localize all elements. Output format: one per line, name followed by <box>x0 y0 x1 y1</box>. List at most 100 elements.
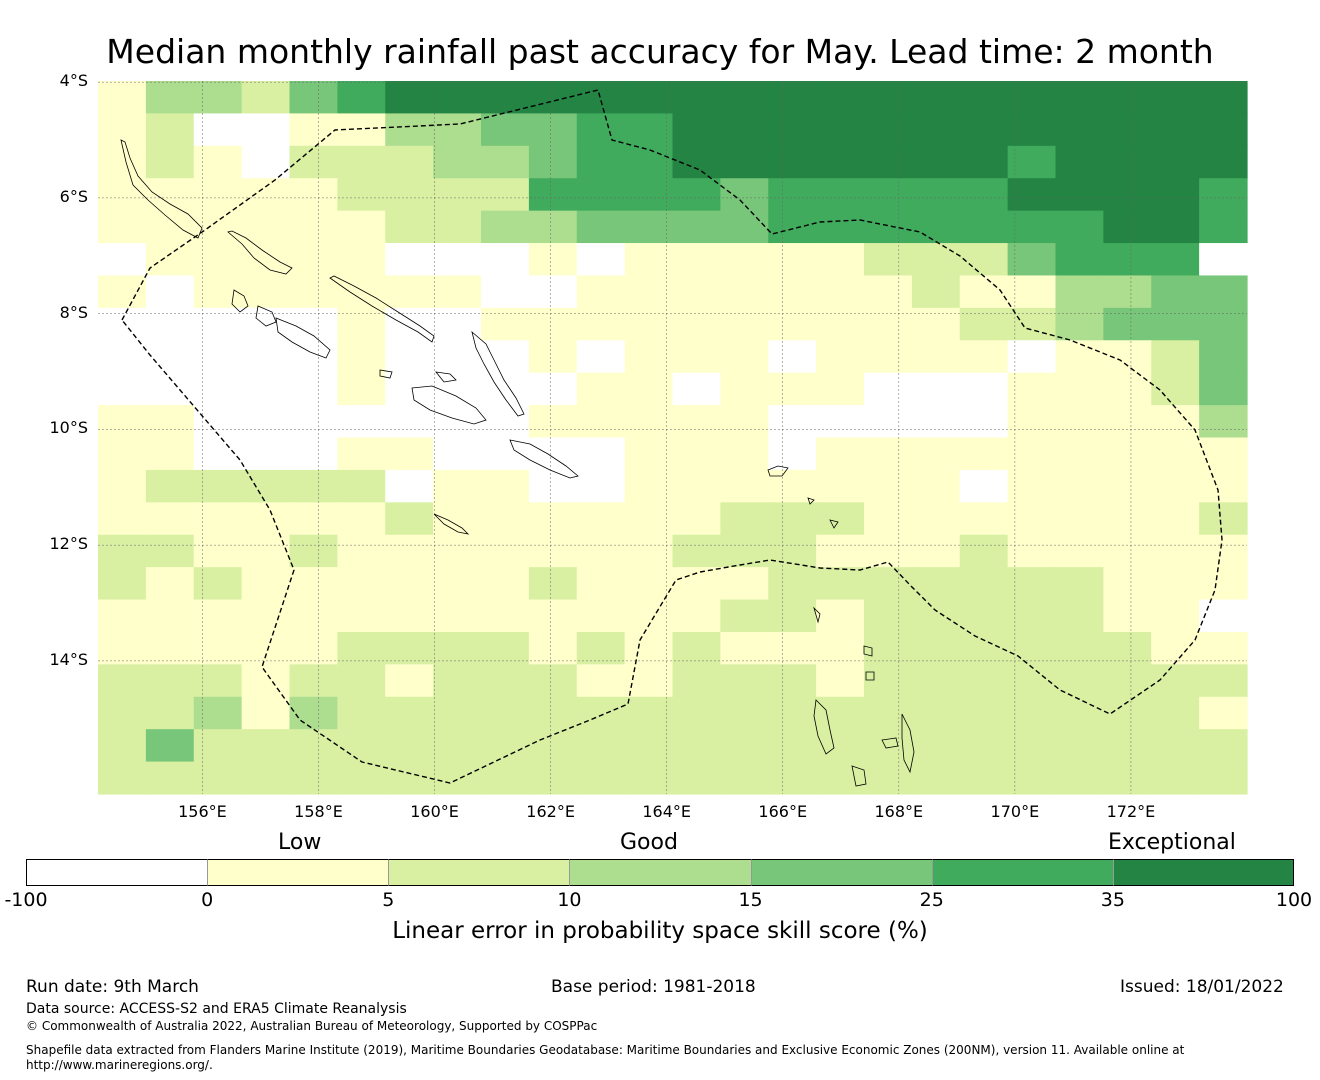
grid-cell <box>911 145 961 179</box>
grid-cell <box>241 696 291 730</box>
grid-cell <box>193 243 243 277</box>
grid-cell <box>433 631 482 665</box>
grid-cell <box>864 145 913 179</box>
grid-cell <box>528 210 578 244</box>
grid-cell <box>385 631 434 665</box>
grid-cell <box>720 113 769 147</box>
grid-cell <box>1055 81 1104 115</box>
grid-cell <box>193 696 243 730</box>
grid-cell <box>98 145 147 179</box>
grid-cell <box>768 469 817 503</box>
grid-cell <box>528 729 578 763</box>
grid-cell <box>289 81 338 115</box>
grid-cell <box>1007 761 1057 795</box>
grid-cell <box>1007 405 1057 439</box>
grid-cell <box>145 502 195 536</box>
grid-cell <box>433 243 482 277</box>
grid-cell <box>1055 437 1104 471</box>
grid-cell <box>193 567 243 601</box>
grid-cell <box>1199 178 1248 212</box>
grid-cell <box>193 599 243 633</box>
island-outline <box>863 645 873 657</box>
grid-cell <box>1151 469 1200 503</box>
grid-cell <box>98 469 147 503</box>
grid-cell <box>145 178 195 212</box>
grid-cell <box>145 405 195 439</box>
grid-cell <box>1103 567 1152 601</box>
grid-cell <box>385 567 434 601</box>
grid-cell <box>337 567 386 601</box>
grid-cell <box>289 307 338 341</box>
grid-cell <box>624 81 674 115</box>
grid-cell <box>1199 275 1248 309</box>
grid-cell <box>528 567 578 601</box>
island-outline <box>231 289 249 313</box>
grid-cell <box>241 145 291 179</box>
island-outline <box>433 513 470 535</box>
grid-cell <box>98 178 147 212</box>
grid-cell <box>98 307 147 341</box>
grid-cell <box>385 81 434 115</box>
grid-cell <box>98 567 147 601</box>
grid-cell <box>433 567 482 601</box>
grid-cell <box>1151 405 1200 439</box>
grid-cell <box>816 469 865 503</box>
grid-cell <box>241 405 291 439</box>
grid-cell <box>864 113 913 147</box>
grid-cell <box>481 275 530 309</box>
grid-cell <box>241 178 291 212</box>
grid-cell <box>337 502 386 536</box>
grid-cell <box>289 275 338 309</box>
grid-cell <box>145 307 195 341</box>
grid-cell <box>576 599 626 633</box>
grid-cell <box>768 631 817 665</box>
island-outline <box>901 713 915 774</box>
island-outline <box>767 465 789 477</box>
grid-cell <box>816 599 865 633</box>
grid-cell <box>1151 340 1200 374</box>
grid-cell <box>816 210 865 244</box>
grid-cell <box>816 567 865 601</box>
grid-cell <box>959 469 1009 503</box>
grid-cell <box>864 372 913 406</box>
grid-cell <box>720 599 769 633</box>
grid-cell <box>864 696 913 730</box>
grid-cell <box>193 275 243 309</box>
grid-cell <box>481 405 530 439</box>
island-outline <box>807 497 815 505</box>
grid-cell <box>1151 696 1200 730</box>
grid-cell <box>911 437 961 471</box>
grid-cell <box>289 405 338 439</box>
grid-cell <box>481 210 530 244</box>
grid-cell <box>911 340 961 374</box>
grid-cell <box>816 664 865 698</box>
grid-cell <box>911 210 961 244</box>
latitude-label: 4°S <box>59 71 88 91</box>
grid-cell <box>1055 696 1104 730</box>
grid-cell <box>528 599 578 633</box>
grid-cell <box>1199 210 1248 244</box>
grid-cell <box>385 178 434 212</box>
grid-cell <box>1199 340 1248 374</box>
grid-cell <box>145 243 195 277</box>
grid-cell <box>720 81 769 115</box>
grid-cell <box>672 437 721 471</box>
grid-cell <box>289 178 338 212</box>
grid-cell <box>1151 275 1200 309</box>
grid-cell <box>1151 502 1200 536</box>
grid-cell <box>959 145 1009 179</box>
grid-cell <box>959 567 1009 601</box>
grid-cell <box>768 567 817 601</box>
grid-cell <box>672 372 721 406</box>
island-outline <box>813 606 821 624</box>
grid-cell <box>911 631 961 665</box>
grid-cell <box>959 210 1009 244</box>
grid-cell <box>481 243 530 277</box>
grid-cell <box>768 664 817 698</box>
grid-cell <box>481 81 530 115</box>
grid-cell <box>1151 81 1200 115</box>
grid-cell <box>98 437 147 471</box>
grid-cell <box>624 534 674 568</box>
grid-cell <box>768 210 817 244</box>
grid-cell <box>720 502 769 536</box>
